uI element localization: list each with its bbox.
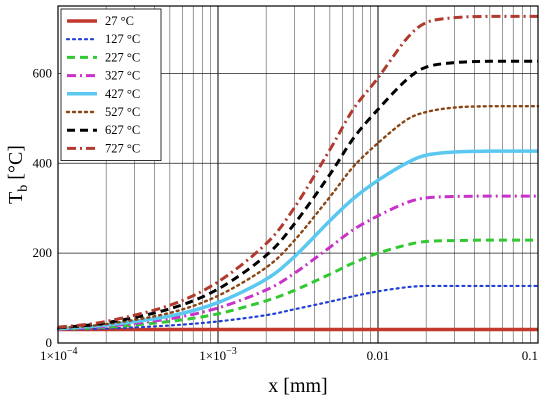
series-line-3: [57, 238, 538, 331]
legend-label-7: 627 °C: [105, 123, 140, 137]
legend-label-8: 727 °C: [105, 141, 140, 155]
y-tick-label: 200: [33, 245, 53, 260]
x-tick-label: 0.01: [367, 348, 390, 363]
x-tick-label: 1×10−3: [199, 346, 236, 363]
legend-label-3: 227 °C: [105, 50, 140, 64]
series-line-4: [57, 194, 538, 331]
y-tick-labels: 0 200 400 600: [33, 65, 53, 350]
legend-label-5: 427 °C: [105, 87, 140, 101]
series-line-8: [57, 14, 538, 329]
x-tick-label: 0.1: [522, 348, 538, 363]
y-tick-label: 600: [33, 65, 53, 80]
legend-label-2: 127 °C: [105, 32, 140, 46]
series-group: [56, 14, 540, 332]
series-line-2: [56, 284, 540, 331]
legend: 27 °C 127 °C 227 °C 327 °C 427 °C 527 °C 627 °…: [60, 8, 162, 162]
series-line-6: [56, 104, 540, 330]
series-line-5: [57, 149, 538, 331]
legend-box: [60, 8, 162, 162]
legend-label-1: 27 °C: [105, 14, 134, 28]
x-tick-label: 1×10−4: [40, 346, 77, 363]
legend-label-6: 527 °C: [105, 105, 140, 119]
legend-label-4: 327 °C: [105, 69, 140, 83]
y-axis-label: Tb [°C]: [5, 145, 31, 204]
series-line-7: [57, 59, 538, 330]
y-tick-label: 0: [46, 335, 53, 350]
x-tick-labels: 1×10−4 1×10−3 0.01 0.1: [40, 346, 538, 363]
x-axis-label: x [mm]: [268, 375, 327, 397]
plot-border: [57, 5, 539, 344]
y-tick-label: 400: [33, 155, 53, 170]
